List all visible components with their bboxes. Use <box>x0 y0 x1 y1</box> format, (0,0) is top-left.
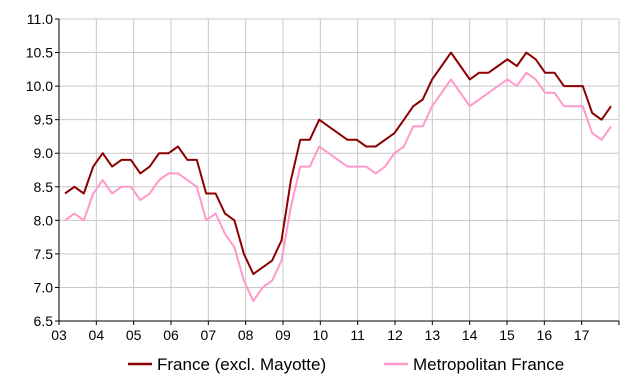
legend-label-0: France (excl. Mayotte) <box>157 355 326 374</box>
x-tick-label: 03 <box>51 327 67 343</box>
y-tick-label: 9.5 <box>34 112 54 128</box>
x-tick-label: 16 <box>537 327 553 343</box>
x-tick-label: 14 <box>462 327 478 343</box>
grid-lines <box>58 18 620 322</box>
x-tick-label: 12 <box>387 327 403 343</box>
x-tick-label: 07 <box>201 327 217 343</box>
plot-area <box>59 19 619 321</box>
y-tick-label: 8.5 <box>34 179 54 195</box>
legend-label-1: Metropolitan France <box>413 355 564 374</box>
x-tick-label: 04 <box>89 327 105 343</box>
x-tick-label: 11 <box>350 327 365 343</box>
x-tick-label: 17 <box>574 327 590 343</box>
x-tick-label: 13 <box>425 327 441 343</box>
x-tick-label: 15 <box>499 327 515 343</box>
x-tick-label: 06 <box>163 327 179 343</box>
y-tick-label: 10.0 <box>26 78 53 94</box>
series-layer <box>64 51 612 302</box>
y-tick-label: 11.0 <box>27 11 53 27</box>
x-tick-label: 09 <box>275 327 291 343</box>
y-tick-label: 7.5 <box>34 246 54 262</box>
y-tick-label: 6.5 <box>34 313 54 329</box>
y-tick-label: 10.5 <box>26 45 53 61</box>
y-tick-label: 7.0 <box>34 279 54 295</box>
series-line-1 <box>64 71 612 302</box>
x-tick-label: 10 <box>313 327 329 343</box>
series-line-0 <box>64 51 612 275</box>
x-tick-label: 08 <box>238 327 254 343</box>
axes: 6.5 7.0 7.5 8.0 8.5 9.0 9.5 10.0 10.5 11.0 03 04 05 0… <box>26 11 620 343</box>
legend: France (excl. Mayotte) Metropolitan Franc… <box>128 355 564 374</box>
y-tick-label: 8.0 <box>34 212 54 228</box>
y-tick-label: 9.0 <box>34 145 54 161</box>
x-tick-label: 05 <box>126 327 142 343</box>
